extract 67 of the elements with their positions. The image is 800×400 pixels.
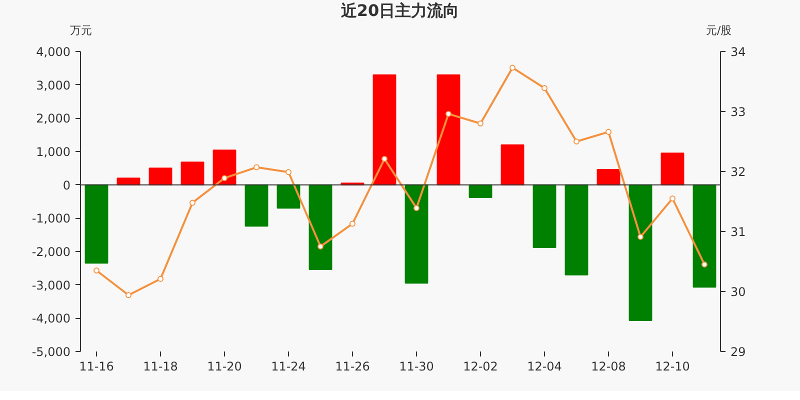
bar: [692, 184, 716, 288]
bar: [372, 74, 396, 185]
point: [158, 275, 164, 282]
bar: [308, 184, 332, 270]
bar: [404, 184, 428, 284]
point: [254, 164, 260, 170]
y2-tick-label: 31: [730, 224, 746, 239]
point: [190, 199, 196, 206]
bar: [532, 184, 556, 248]
y-tick-label: 3,000: [36, 78, 71, 92]
point: [94, 267, 100, 274]
x-tick-label: 11-30: [399, 359, 434, 374]
y-tick-label: -5,000: [32, 344, 71, 359]
point: [222, 174, 228, 181]
bar: [468, 184, 492, 198]
x-tick-label: 11-26: [335, 359, 370, 374]
y-tick-label: -2,000: [32, 244, 71, 259]
x-tick-label: 11-24: [271, 359, 306, 374]
point: [638, 233, 644, 240]
point: [478, 120, 484, 126]
point: [510, 64, 516, 70]
y-tick-label: 0: [62, 178, 71, 192]
point: [702, 261, 708, 268]
bar: [244, 184, 268, 226]
x-tick-label: 12-10: [655, 359, 690, 374]
point: [414, 204, 420, 211]
bar: [436, 74, 460, 185]
y2-tick-label: 29: [730, 344, 746, 359]
bar: [660, 152, 684, 185]
bar: [564, 184, 588, 275]
bar: [500, 144, 524, 185]
y-tick-label: 2,000: [36, 111, 71, 126]
x-tick-label: 11-16: [79, 359, 114, 374]
point: [126, 292, 132, 298]
x-tick-label: 12-02: [463, 359, 498, 374]
point: [286, 168, 292, 175]
x-tick-label: 11-18: [143, 359, 178, 374]
y-tick-label: -3,000: [32, 278, 71, 292]
bar: [84, 184, 108, 264]
y-tick-label: -4,000: [32, 311, 71, 326]
y-tick-label: 4,000: [36, 44, 71, 59]
y-tick-label: 1,000: [36, 144, 71, 159]
chart-title: 近20日主力流向: [340, 0, 460, 22]
bar: [596, 168, 620, 185]
point: [318, 243, 324, 250]
point: [606, 128, 612, 134]
point: [382, 155, 388, 162]
y-tick-label: -1,000: [32, 211, 71, 226]
point: [542, 84, 548, 91]
point: [350, 220, 356, 226]
y2-tick-label: 32: [730, 164, 746, 179]
point: [574, 138, 580, 144]
bar: [148, 167, 172, 185]
y2-tick-label: 33: [730, 104, 746, 119]
x-tick-label: 12-04: [527, 359, 562, 374]
bar: [180, 161, 204, 185]
point: [446, 110, 452, 116]
y2-tick-label: 34: [730, 44, 746, 59]
bar: [212, 149, 236, 185]
x-tick-label: 11-20: [207, 359, 242, 374]
y2-axis-title: 元/股: [706, 22, 732, 39]
x-tick-label: 12-08: [591, 359, 626, 374]
bar: [116, 177, 140, 185]
y-axis-title: 万元: [70, 22, 92, 39]
point: [670, 195, 676, 202]
bar: [628, 184, 652, 321]
y2-tick-label: 30: [730, 284, 746, 299]
